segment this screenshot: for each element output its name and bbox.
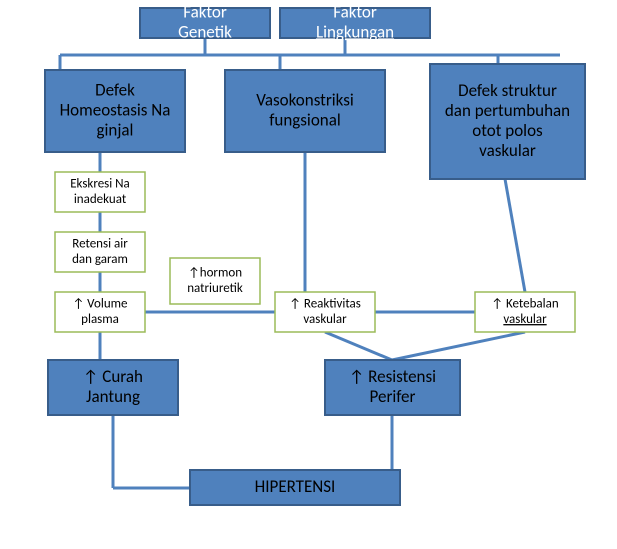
node-n6: Ekskresi Nainadekuat bbox=[55, 172, 145, 212]
node-n13: ↑ ResistensiPerifer bbox=[325, 360, 460, 415]
node-n12: ↑ CurahJantung bbox=[48, 360, 178, 415]
node-n9: ↑hormonnatriuretik bbox=[170, 258, 260, 304]
node-n10: ↑ Reaktivitasvaskular bbox=[275, 292, 375, 332]
node-n8: ↑ Volumeplasma bbox=[55, 292, 145, 332]
node-label: ↑ CurahJantung bbox=[83, 366, 143, 407]
node-n4: Vasokonstriksifungsional bbox=[225, 70, 385, 152]
node-label: FaktorGenetik bbox=[178, 1, 232, 42]
edge bbox=[392, 332, 525, 360]
flowchart-canvas: FaktorGenetik FaktorLingkungan DefekHomeos… bbox=[0, 0, 617, 549]
node-n7: Retensi airdan garam bbox=[55, 232, 145, 272]
node-n14: HIPERTENSI bbox=[190, 470, 400, 505]
node-n1: FaktorGenetik bbox=[140, 1, 270, 42]
node-label: Vasokonstriksifungsional bbox=[256, 89, 354, 130]
node-label: HIPERTENSI bbox=[255, 476, 336, 497]
edge bbox=[325, 332, 392, 360]
node-n5: Defek strukturdan pertumbuhanotot polosv… bbox=[430, 64, 585, 179]
node-n3: DefekHomeostasis Naginjal bbox=[45, 70, 185, 152]
edge bbox=[505, 179, 525, 292]
node-n2: FaktorLingkungan bbox=[280, 1, 430, 42]
node-n11: ↑ Ketebalanvaskular bbox=[475, 292, 575, 332]
node-label: Ekskresi Nainadekuat bbox=[70, 177, 130, 207]
node-label: Retensi airdan garam bbox=[72, 237, 128, 267]
node-label: ↑hormonnatriuretik bbox=[187, 266, 243, 296]
